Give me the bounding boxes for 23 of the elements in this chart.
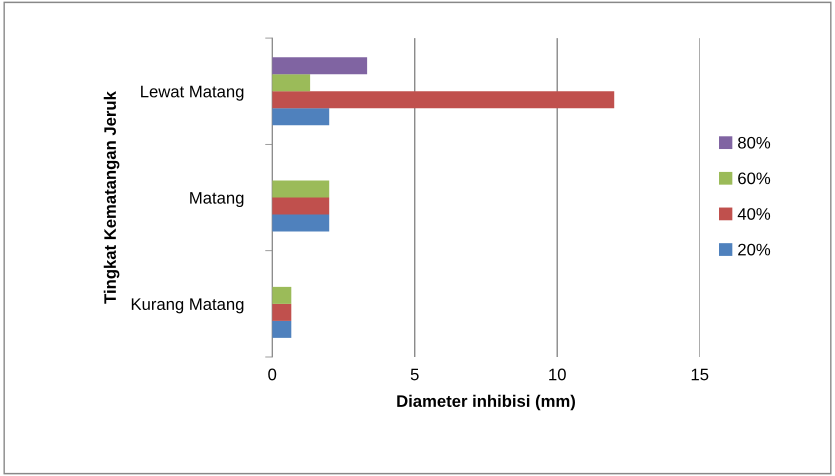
bar <box>272 180 330 198</box>
x-tick-label: 15 <box>692 368 708 380</box>
bar <box>272 320 292 338</box>
legend-label: 40% <box>738 208 770 220</box>
legend-label: 60% <box>738 172 770 184</box>
y-tick-label: Kurang Matang <box>132 298 244 314</box>
bar <box>272 74 310 92</box>
legend-label: 20% <box>738 244 770 256</box>
legend-label: 80% <box>738 136 770 149</box>
bar <box>272 286 292 304</box>
bar <box>272 214 330 232</box>
bar <box>272 57 368 74</box>
x-tick-label: 5 <box>410 368 419 380</box>
x-tick-label: 10 <box>549 368 566 380</box>
y-tick-label: Lewat Matang <box>141 86 244 101</box>
y-tick-label: Matang <box>190 192 244 208</box>
x-axis-title: Diameter inhibisi (mm) <box>397 394 575 410</box>
bar <box>272 304 292 321</box>
bar <box>272 198 330 215</box>
x-tick-label: 0 <box>268 368 276 380</box>
bar <box>272 91 614 108</box>
bar <box>272 108 330 126</box>
y-axis-title: Tingkat Kematangan Jeruk <box>104 91 120 304</box>
